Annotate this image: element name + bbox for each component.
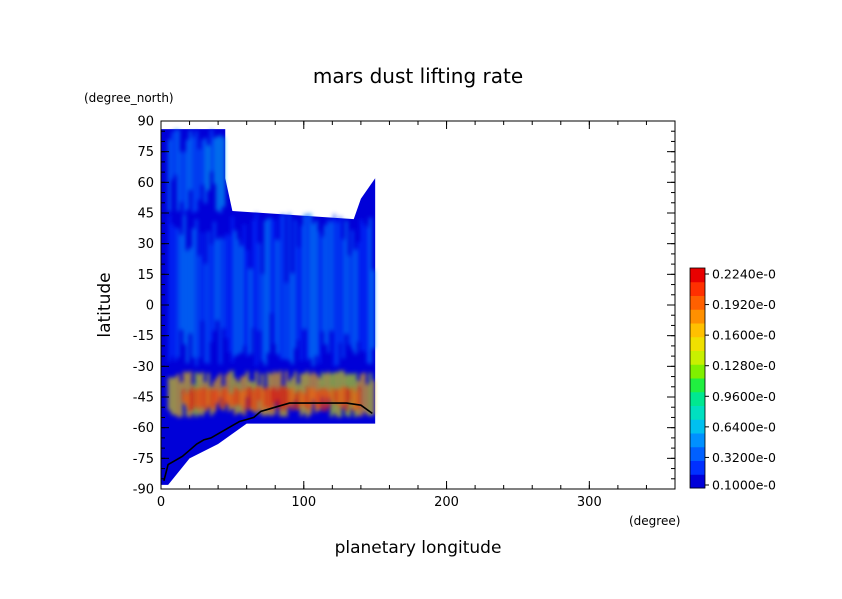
colorbar-swatch <box>690 405 705 420</box>
y-tick-label: -15 <box>133 329 154 344</box>
colorbar-swatch <box>690 433 705 448</box>
y-tick-label: -30 <box>133 360 154 375</box>
region-southern-peak-cells <box>182 386 361 412</box>
colorbar-swatch <box>690 364 705 379</box>
colorbar-label: 0.3200e-0 <box>712 450 776 465</box>
colorbar-swatch <box>690 309 705 324</box>
colorbar-swatch <box>690 323 705 338</box>
heatmap-field <box>161 129 376 485</box>
y-tick-label: 45 <box>137 207 154 222</box>
colorbar-swatch <box>690 391 705 406</box>
colorbar-swatch <box>690 350 705 365</box>
colorbar-swatch <box>690 336 705 351</box>
colorbar-label: 0.1600e-0 <box>712 328 776 343</box>
y-axis-unit: (degree_north) <box>84 91 174 105</box>
y-tick-label: -75 <box>133 452 154 467</box>
x-tick-label: 200 <box>434 495 459 510</box>
colorbar-label: 0.1000e-0 <box>712 478 776 493</box>
y-tick-label: 75 <box>137 145 154 160</box>
x-tick-label: 300 <box>577 495 602 510</box>
colorbar-swatch <box>690 281 705 296</box>
boundary-line-layer <box>163 402 373 481</box>
axes: 0 100 200 300 90 75 60 45 30 15 0 -15 -30 -45 -60 -75 -9… <box>133 115 676 510</box>
region-high-north-cap <box>168 129 225 213</box>
colorbar-swatch <box>690 474 705 489</box>
colorbar-swatch <box>690 295 705 310</box>
y-tick-label: 30 <box>137 237 154 252</box>
x-tick-label: 100 <box>291 495 316 510</box>
colorbar-frame <box>689 267 706 489</box>
colorbar-label: 0.9600e-0 <box>712 389 776 404</box>
colorbar-label: 0.1280e-0 <box>712 358 776 373</box>
y-tick-label: 0 <box>146 299 154 314</box>
y-tick-label: -60 <box>133 421 154 436</box>
y-axis-label: latitude <box>95 272 115 337</box>
colorbar-swatch <box>690 268 705 283</box>
colorbar-swatch <box>690 419 705 434</box>
colorbar-swatch <box>690 378 705 393</box>
boundary-line <box>163 402 373 481</box>
colorbar-swatch <box>690 460 705 475</box>
colorbar-label: 0.6400e-0 <box>712 419 776 434</box>
region-northern-tropics-band <box>168 213 375 367</box>
y-tick-label: 60 <box>137 176 154 191</box>
y-tick-label: 15 <box>137 268 154 283</box>
colorbar-label: 0.2240e-0 <box>712 267 776 282</box>
colorbar: 0.2240e-0 0.1920e-0 0.1600e-0 0.1280e-0 0.96… <box>689 267 776 493</box>
x-axis-label: planetary longitude <box>335 538 502 558</box>
colorbar-label: 0.1920e-0 <box>712 297 776 312</box>
y-tick-label: -45 <box>133 391 154 406</box>
colorbar-swatch <box>690 446 705 461</box>
y-tick-label: 90 <box>137 115 154 130</box>
y-tick-label: -90 <box>133 483 154 498</box>
chart-title: mars dust lifting rate <box>313 64 523 88</box>
x-tick-label: 0 <box>157 495 165 510</box>
x-axis-unit: (degree) <box>629 514 680 528</box>
